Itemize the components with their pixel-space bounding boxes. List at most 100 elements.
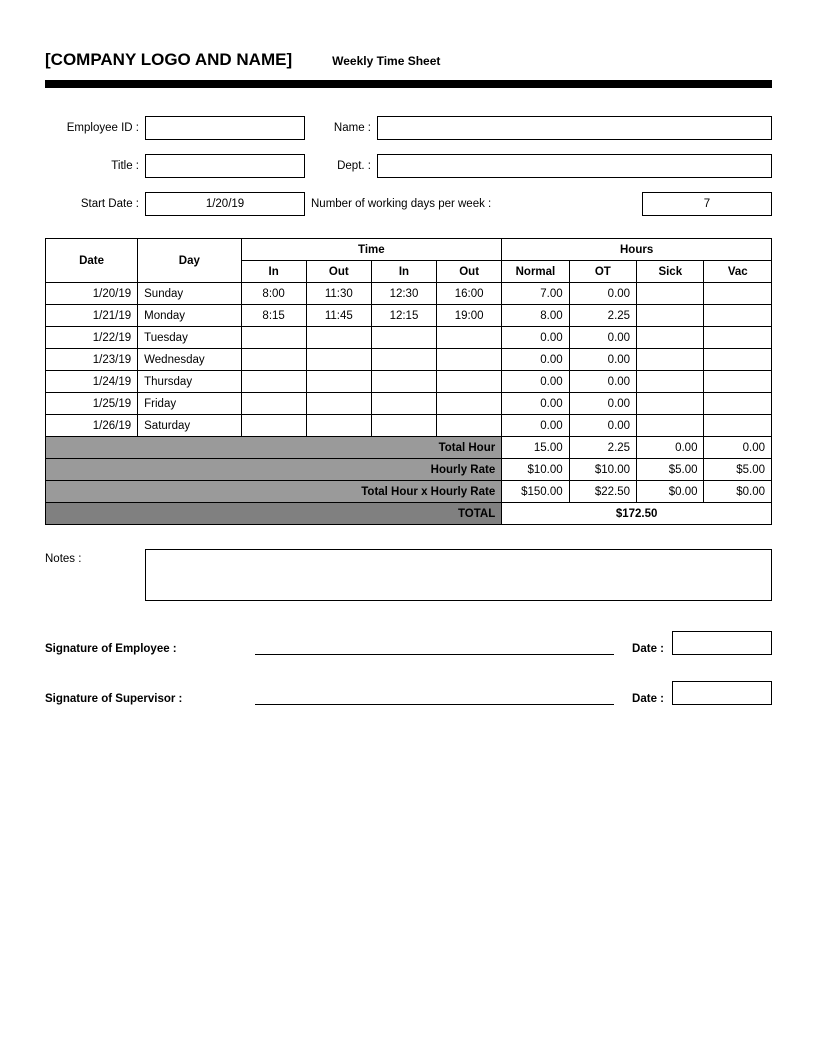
- table-row: 1/26/19Saturday 0.000.00: [46, 415, 772, 437]
- cell-vac[interactable]: [704, 349, 772, 371]
- sig-employee-line[interactable]: [255, 633, 614, 655]
- col-sick: Sick: [637, 261, 704, 283]
- cell-in1[interactable]: [241, 371, 306, 393]
- cell-out1[interactable]: 11:30: [306, 283, 371, 305]
- cell-normal[interactable]: 0.00: [502, 415, 569, 437]
- cell-out2[interactable]: [437, 349, 502, 371]
- cell-out1[interactable]: 11:45: [306, 305, 371, 327]
- cell-date[interactable]: 1/20/19: [46, 283, 138, 305]
- sig-supervisor-date-label: Date :: [632, 693, 672, 705]
- cell-date[interactable]: 1/23/19: [46, 349, 138, 371]
- name-input[interactable]: [377, 116, 772, 140]
- working-days-input[interactable]: 7: [642, 192, 772, 216]
- cell-out2[interactable]: [437, 393, 502, 415]
- cell-out2[interactable]: 16:00: [437, 283, 502, 305]
- dept-label: Dept. :: [317, 160, 377, 172]
- cell-day[interactable]: Friday: [138, 393, 241, 415]
- cell-vac[interactable]: [704, 371, 772, 393]
- cell-day[interactable]: Sunday: [138, 283, 241, 305]
- cell-ot[interactable]: 0.00: [569, 327, 636, 349]
- employee-id-label: Employee ID :: [45, 122, 145, 134]
- cell-vac[interactable]: [704, 327, 772, 349]
- cell-in1[interactable]: 8:15: [241, 305, 306, 327]
- cell-in1[interactable]: [241, 415, 306, 437]
- cell-normal[interactable]: 7.00: [502, 283, 569, 305]
- cell-date[interactable]: 1/22/19: [46, 327, 138, 349]
- total-hour-ot: 2.25: [569, 437, 636, 459]
- cell-in2[interactable]: 12:30: [371, 283, 436, 305]
- col-date: Date: [46, 239, 138, 283]
- cell-in2[interactable]: 12:15: [371, 305, 436, 327]
- table-row: 1/20/19Sunday8:0011:3012:3016:007.000.00: [46, 283, 772, 305]
- cell-out1[interactable]: [306, 371, 371, 393]
- cell-in1[interactable]: [241, 327, 306, 349]
- title-label: Title :: [45, 160, 145, 172]
- cell-ot[interactable]: 0.00: [569, 393, 636, 415]
- notes-label: Notes :: [45, 549, 145, 601]
- hourly-rate-label: Hourly Rate: [46, 459, 502, 481]
- cell-vac[interactable]: [704, 393, 772, 415]
- thxhr-sick: $0.00: [637, 481, 704, 503]
- cell-ot[interactable]: 2.25: [569, 305, 636, 327]
- cell-in2[interactable]: [371, 415, 436, 437]
- grand-total-value: $172.50: [502, 503, 772, 525]
- col-vac: Vac: [704, 261, 772, 283]
- cell-date[interactable]: 1/21/19: [46, 305, 138, 327]
- cell-sick[interactable]: [637, 283, 704, 305]
- cell-ot[interactable]: 0.00: [569, 283, 636, 305]
- cell-in1[interactable]: [241, 393, 306, 415]
- cell-day[interactable]: Monday: [138, 305, 241, 327]
- cell-in1[interactable]: [241, 349, 306, 371]
- table-row: 1/22/19Tuesday 0.000.00: [46, 327, 772, 349]
- hourly-rate-ot: $10.00: [569, 459, 636, 481]
- sig-employee-date-input[interactable]: [672, 631, 772, 655]
- cell-day[interactable]: Tuesday: [138, 327, 241, 349]
- cell-out1[interactable]: [306, 393, 371, 415]
- cell-ot[interactable]: 0.00: [569, 349, 636, 371]
- cell-sick[interactable]: [637, 415, 704, 437]
- cell-in2[interactable]: [371, 371, 436, 393]
- cell-normal[interactable]: 0.00: [502, 327, 569, 349]
- cell-day[interactable]: Saturday: [138, 415, 241, 437]
- cell-out2[interactable]: [437, 415, 502, 437]
- cell-vac[interactable]: [704, 415, 772, 437]
- cell-normal[interactable]: 8.00: [502, 305, 569, 327]
- employee-id-input[interactable]: [145, 116, 305, 140]
- cell-day[interactable]: Wednesday: [138, 349, 241, 371]
- sheet-title: Weekly Time Sheet: [332, 54, 440, 68]
- name-label: Name :: [317, 122, 377, 134]
- sig-supervisor-date-input[interactable]: [672, 681, 772, 705]
- cell-sick[interactable]: [637, 393, 704, 415]
- cell-sick[interactable]: [637, 305, 704, 327]
- cell-normal[interactable]: 0.00: [502, 371, 569, 393]
- cell-normal[interactable]: 0.00: [502, 349, 569, 371]
- cell-out2[interactable]: [437, 371, 502, 393]
- cell-out2[interactable]: [437, 327, 502, 349]
- cell-day[interactable]: Thursday: [138, 371, 241, 393]
- sig-supervisor-line[interactable]: [255, 683, 614, 705]
- cell-in2[interactable]: [371, 349, 436, 371]
- dept-input[interactable]: [377, 154, 772, 178]
- notes-input[interactable]: [145, 549, 772, 601]
- cell-normal[interactable]: 0.00: [502, 393, 569, 415]
- cell-ot[interactable]: 0.00: [569, 415, 636, 437]
- cell-date[interactable]: 1/24/19: [46, 371, 138, 393]
- cell-ot[interactable]: 0.00: [569, 371, 636, 393]
- cell-vac[interactable]: [704, 305, 772, 327]
- cell-out1[interactable]: [306, 349, 371, 371]
- start-date-input[interactable]: 1/20/19: [145, 192, 305, 216]
- cell-in2[interactable]: [371, 393, 436, 415]
- cell-vac[interactable]: [704, 283, 772, 305]
- cell-sick[interactable]: [637, 371, 704, 393]
- cell-sick[interactable]: [637, 327, 704, 349]
- total-hour-label: Total Hour: [46, 437, 502, 459]
- cell-out2[interactable]: 19:00: [437, 305, 502, 327]
- cell-date[interactable]: 1/25/19: [46, 393, 138, 415]
- cell-in1[interactable]: 8:00: [241, 283, 306, 305]
- cell-out1[interactable]: [306, 415, 371, 437]
- cell-in2[interactable]: [371, 327, 436, 349]
- cell-sick[interactable]: [637, 349, 704, 371]
- cell-out1[interactable]: [306, 327, 371, 349]
- cell-date[interactable]: 1/26/19: [46, 415, 138, 437]
- title-input[interactable]: [145, 154, 305, 178]
